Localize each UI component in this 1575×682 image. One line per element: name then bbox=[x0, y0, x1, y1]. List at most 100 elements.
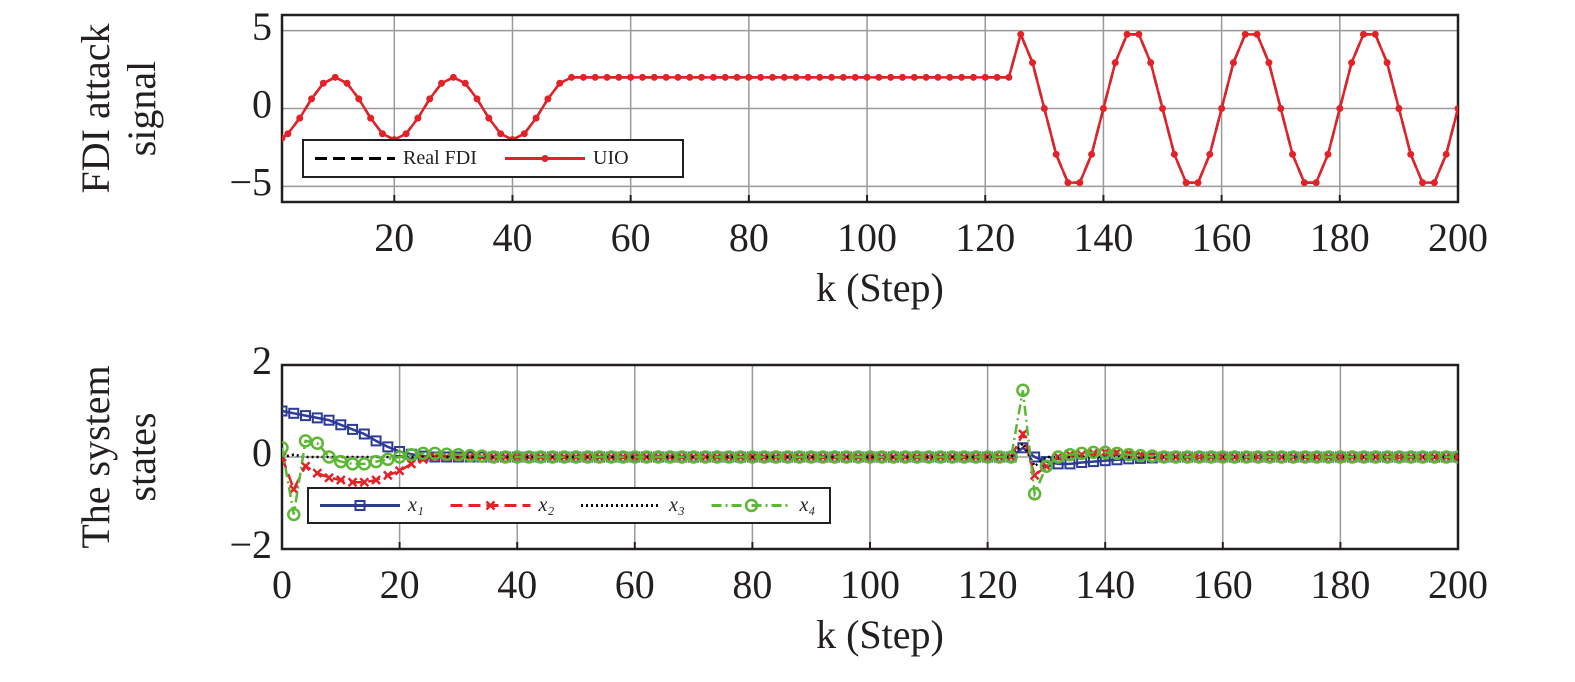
marker bbox=[378, 130, 386, 138]
legend-box bbox=[302, 139, 684, 178]
legend-label: x₃ bbox=[668, 494, 685, 516]
y-axis-label: signal bbox=[119, 61, 164, 157]
marker bbox=[359, 477, 370, 488]
x-tick-label: 80 bbox=[732, 562, 772, 607]
x-tick-label: 60 bbox=[615, 562, 655, 607]
marker bbox=[993, 73, 1001, 81]
marker bbox=[1123, 30, 1131, 38]
marker bbox=[721, 73, 729, 81]
marker bbox=[1324, 150, 1332, 158]
marker bbox=[324, 472, 334, 483]
marker bbox=[1419, 179, 1427, 187]
marker bbox=[1170, 452, 1181, 462]
marker bbox=[792, 73, 800, 81]
y-tick-label: −5 bbox=[229, 160, 272, 205]
marker bbox=[1135, 30, 1143, 38]
marker bbox=[1029, 451, 1041, 463]
marker bbox=[382, 470, 393, 481]
marker bbox=[579, 73, 587, 81]
marker bbox=[922, 73, 930, 81]
marker bbox=[500, 452, 511, 462]
marker bbox=[969, 73, 977, 81]
marker bbox=[323, 414, 335, 426]
marker bbox=[1300, 179, 1308, 187]
marker bbox=[1040, 105, 1048, 112]
marker bbox=[461, 79, 469, 87]
marker bbox=[322, 450, 336, 464]
line bbox=[282, 390, 1458, 515]
x-tick-label: 100 bbox=[837, 215, 897, 260]
marker bbox=[1004, 450, 1018, 464]
marker bbox=[851, 73, 859, 81]
marker bbox=[1442, 150, 1450, 158]
marker bbox=[1265, 59, 1273, 67]
x-tick-label: 200 bbox=[1428, 215, 1488, 260]
marker bbox=[287, 507, 301, 522]
x-tick-label: 140 bbox=[1073, 215, 1133, 260]
marker bbox=[1064, 179, 1072, 187]
y-tick-label: 5 bbox=[252, 4, 272, 49]
marker bbox=[300, 461, 311, 472]
marker bbox=[282, 134, 286, 142]
marker bbox=[556, 79, 564, 87]
marker bbox=[841, 452, 852, 462]
marker bbox=[568, 73, 576, 81]
y-tick-label: 0 bbox=[252, 430, 272, 475]
marker bbox=[1027, 487, 1042, 501]
marker bbox=[1289, 150, 1297, 158]
marker bbox=[1170, 150, 1178, 158]
marker bbox=[335, 475, 346, 485]
marker bbox=[1218, 105, 1226, 112]
marker bbox=[394, 465, 405, 476]
legend-marker bbox=[541, 155, 549, 162]
marker bbox=[1335, 452, 1346, 462]
marker bbox=[310, 436, 325, 450]
legend-marker bbox=[485, 500, 496, 511]
marker bbox=[688, 452, 699, 462]
x-tick-label: 100 bbox=[840, 562, 900, 607]
marker bbox=[1229, 59, 1237, 67]
marker bbox=[284, 130, 292, 138]
marker bbox=[449, 73, 457, 81]
marker bbox=[638, 73, 646, 81]
marker bbox=[1217, 452, 1228, 462]
marker bbox=[875, 73, 883, 81]
y-axis-label: FDI attack bbox=[73, 24, 118, 194]
marker bbox=[1194, 179, 1202, 187]
marker bbox=[282, 452, 287, 462]
x-axis-label: k (Step) bbox=[816, 265, 944, 310]
marker bbox=[0, 452, 6, 463]
marker bbox=[331, 73, 339, 81]
marker bbox=[488, 452, 499, 462]
marker bbox=[1451, 450, 1458, 464]
marker bbox=[367, 114, 375, 122]
legend-label: UIO bbox=[593, 147, 629, 169]
x-tick-label: 60 bbox=[611, 215, 651, 260]
marker bbox=[1348, 59, 1356, 67]
marker bbox=[1052, 150, 1060, 158]
marker bbox=[1417, 452, 1428, 462]
x-tick-label: 40 bbox=[497, 562, 537, 607]
y-tick-label: 2 bbox=[252, 338, 272, 383]
marker bbox=[1311, 452, 1322, 462]
series bbox=[0, 383, 1458, 522]
marker bbox=[934, 73, 942, 81]
marker bbox=[698, 73, 706, 81]
marker bbox=[806, 452, 817, 462]
x-tick-label: 120 bbox=[955, 215, 1015, 260]
marker bbox=[402, 130, 410, 138]
marker bbox=[1159, 105, 1167, 112]
marker bbox=[757, 73, 765, 81]
marker bbox=[946, 73, 954, 81]
marker bbox=[288, 407, 300, 419]
marker bbox=[1312, 179, 1320, 187]
marker bbox=[863, 73, 871, 81]
x-tick-label: 180 bbox=[1310, 562, 1370, 607]
marker bbox=[1371, 30, 1379, 38]
x-tick-label: 20 bbox=[380, 562, 420, 607]
marker bbox=[900, 452, 911, 462]
marker bbox=[1099, 455, 1111, 467]
marker bbox=[370, 435, 382, 447]
marker bbox=[335, 419, 347, 431]
